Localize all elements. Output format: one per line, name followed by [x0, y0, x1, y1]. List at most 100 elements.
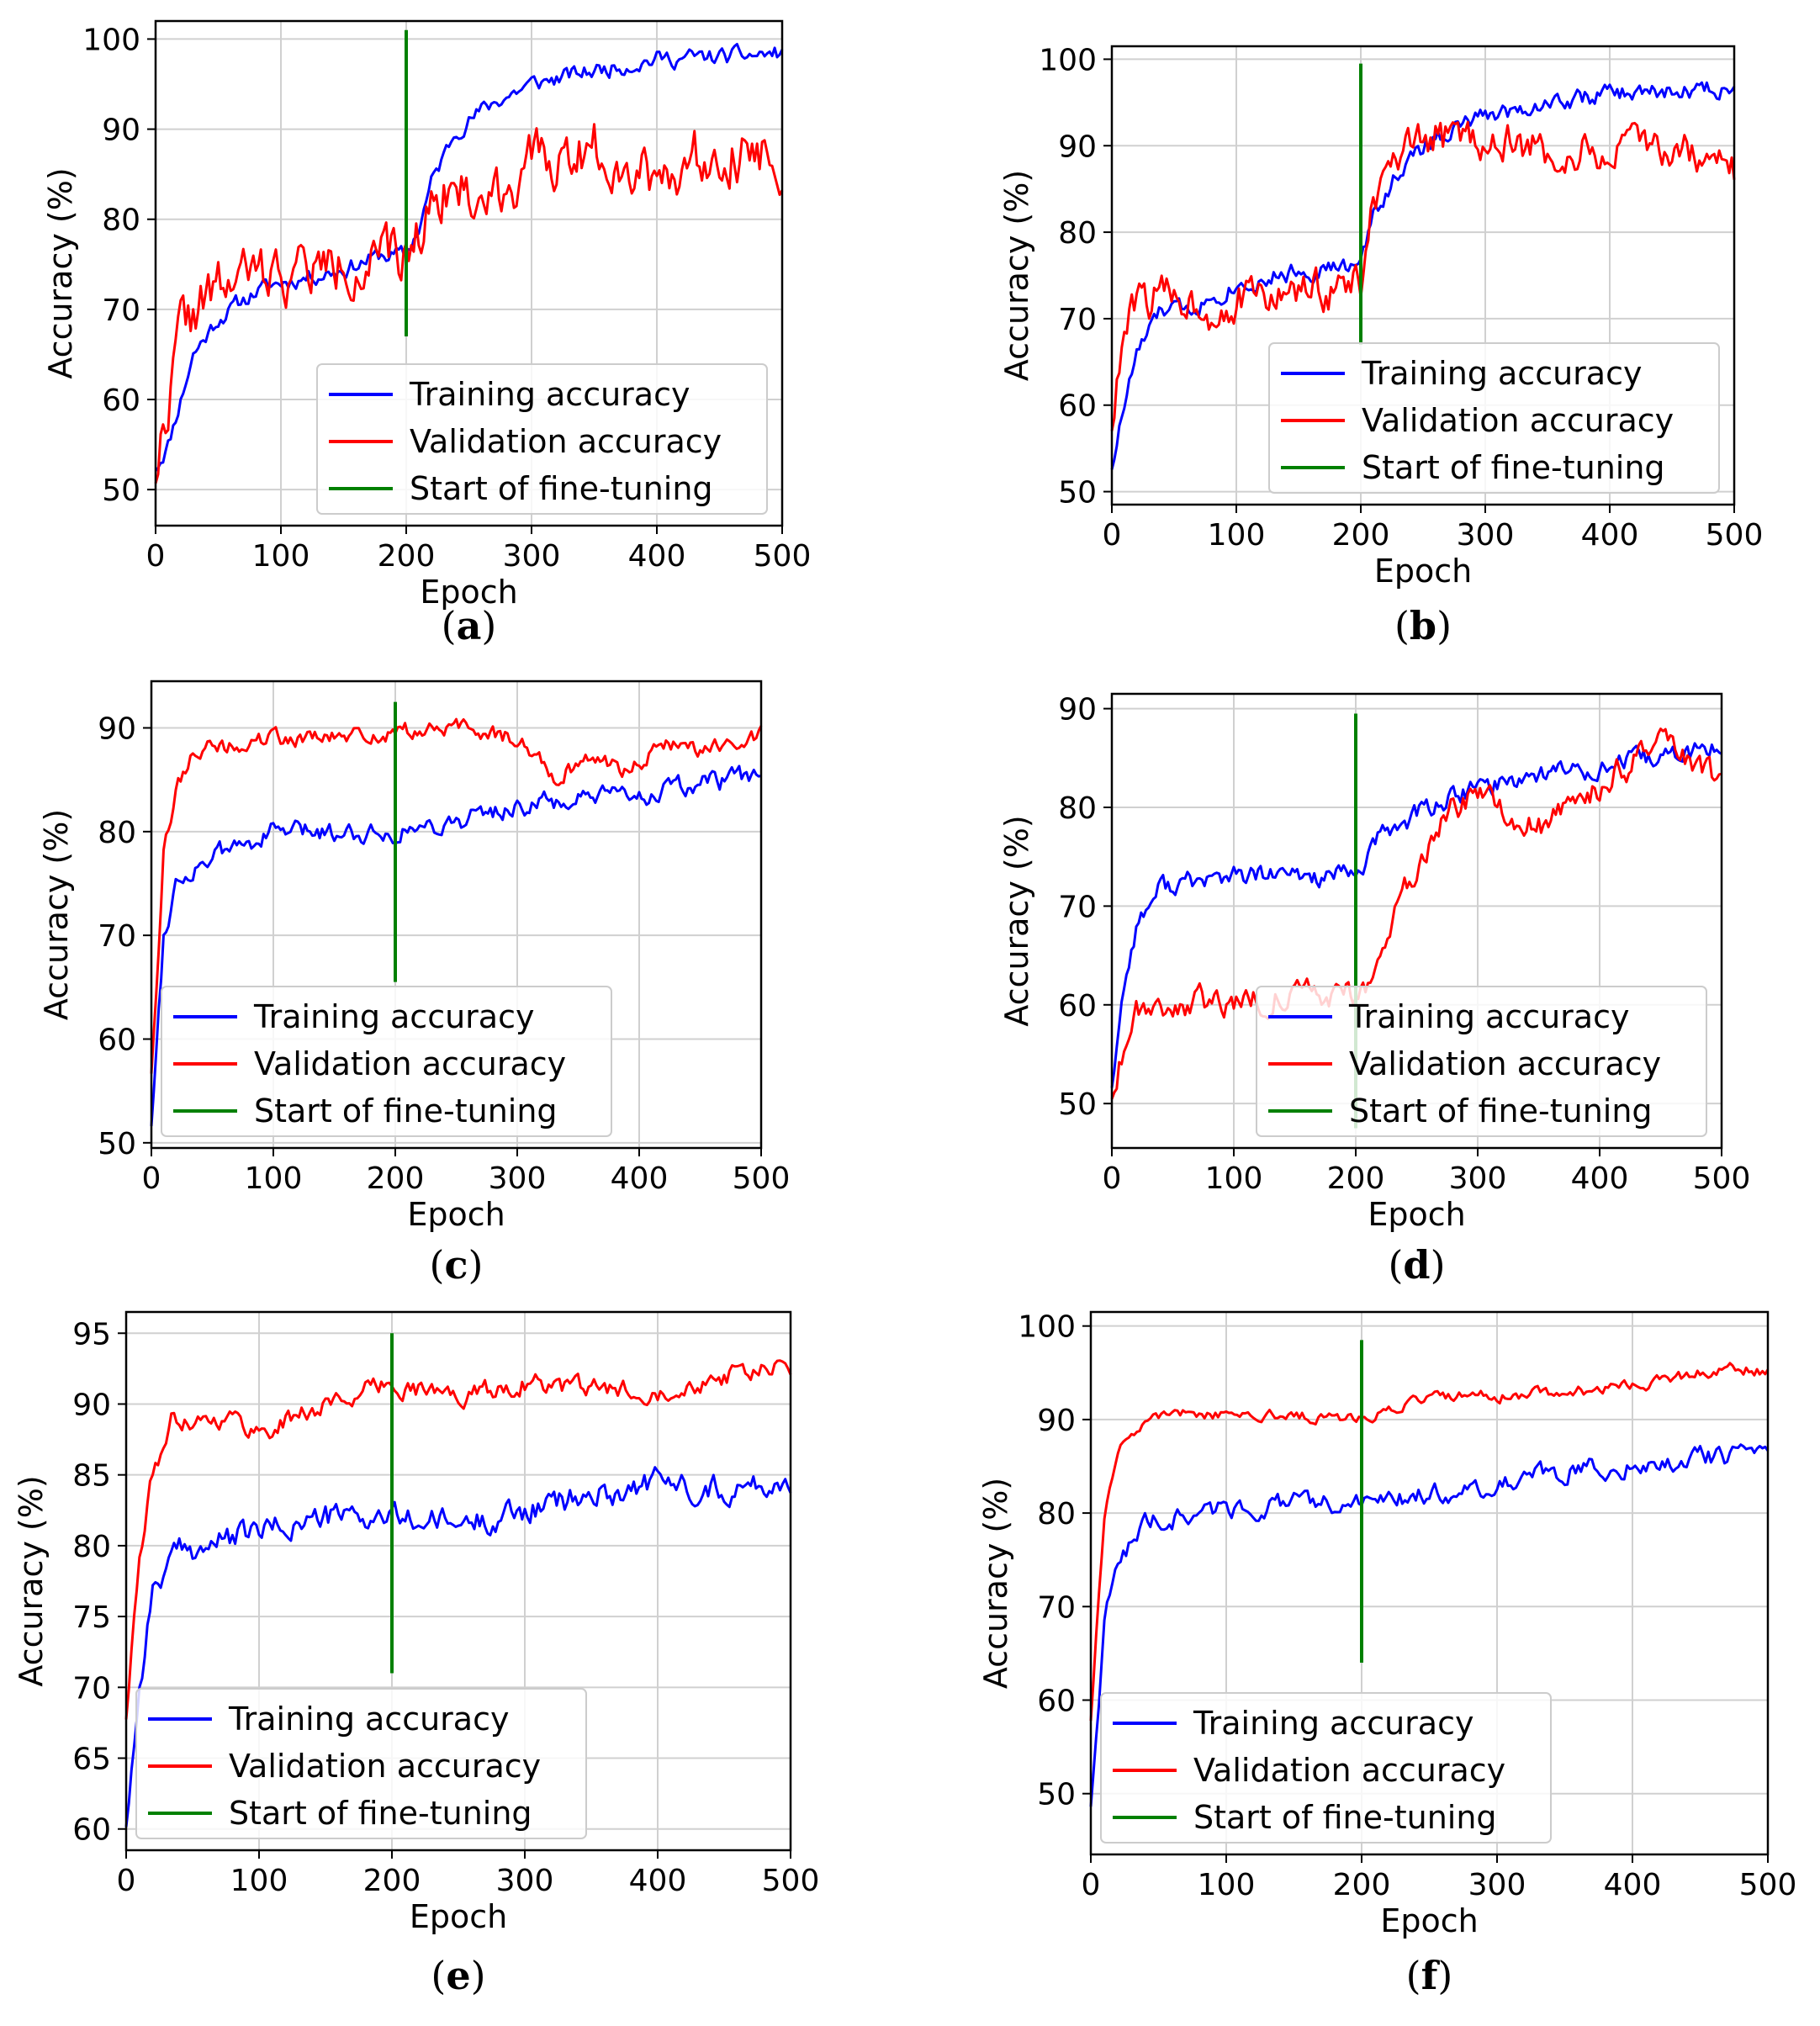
x-tick-label: 0 — [1103, 1161, 1122, 1196]
x-tick-label: 0 — [1082, 1868, 1101, 1902]
legend-validation-label: Validation accuracy — [410, 423, 722, 460]
legend-validation-label: Validation accuracy — [1193, 1752, 1505, 1789]
y-tick-label: 95 — [72, 1317, 111, 1352]
x-axis-label: Epoch — [1380, 1902, 1478, 1939]
y-tick-label: 70 — [98, 919, 136, 954]
y-axis-label: Accuracy (%) — [38, 809, 75, 1020]
training-accuracy-line — [1110, 81, 1736, 470]
y-tick-label: 50 — [98, 1127, 136, 1161]
legend-box — [316, 363, 768, 515]
x-axis-label: Epoch — [410, 1898, 507, 1935]
y-axis-label: Accuracy (%) — [13, 1475, 50, 1686]
x-tick-label: 500 — [762, 1864, 820, 1898]
x-axis-label: Epoch — [407, 1196, 505, 1233]
y-tick-label: 100 — [1039, 43, 1097, 77]
legend-box — [135, 1688, 587, 1839]
x-tick-label: 400 — [1581, 518, 1639, 553]
validation-accuracy-line — [1089, 1362, 1770, 1722]
x-tick-label: 400 — [628, 539, 686, 574]
legend-fine-tuning-label: Start of fine-tuning — [254, 1092, 558, 1129]
y-tick-label: 75 — [72, 1600, 111, 1635]
y-tick-label: 80 — [1058, 791, 1097, 826]
chart-svg-c: 0 100 200 300 400 500 50 60 70 80 90 Training accur… — [38, 680, 791, 1288]
chart-panel-b: 0 100 200 300 400 500 50 60 70 80 90 100 Training ac… — [910, 0, 1820, 664]
x-tick-label: 100 — [1208, 518, 1266, 553]
x-tick-label: 0 — [142, 1161, 161, 1196]
y-tick-label: 60 — [1058, 989, 1097, 1024]
x-tick-label: 500 — [754, 539, 812, 574]
y-tick-label: 80 — [72, 1530, 111, 1564]
validation-accuracy-line — [154, 123, 784, 484]
legend: Training accuracy Validation accuracy Star… — [161, 986, 612, 1137]
x-tick-label: 500 — [733, 1161, 791, 1196]
y-axis-label: Accuracy (%) — [977, 1478, 1014, 1689]
validation-accuracy-line — [150, 717, 763, 1074]
x-tick-label: 100 — [1198, 1868, 1256, 1902]
x-axis-label: Epoch — [420, 574, 517, 611]
chart-panel-d: 0 100 200 300 400 500 50 60 70 80 90 Training accur… — [910, 660, 1820, 1324]
x-tick-label: 300 — [489, 1161, 547, 1196]
y-tick-label: 80 — [98, 816, 136, 850]
chart-panel-c: 0 100 200 300 400 500 50 60 70 80 90 Training accur… — [0, 660, 910, 1324]
legend-training-label: Training accuracy — [1348, 998, 1629, 1035]
y-axis-label: Accuracy (%) — [998, 170, 1035, 381]
panel-caption: (a) — [442, 603, 497, 648]
panel-caption: (d) — [1388, 1242, 1445, 1288]
x-tick-label: 500 — [1739, 1868, 1797, 1902]
y-tick-label: 60 — [1058, 389, 1097, 424]
panel-caption: (c) — [430, 1242, 484, 1288]
legend: Training accuracy Validation accuracy Star… — [135, 1688, 587, 1839]
training-accuracy-line — [124, 1466, 792, 1828]
y-tick-label: 70 — [102, 294, 140, 328]
y-tick-label: 90 — [102, 114, 140, 148]
y-tick-label: 80 — [1037, 1497, 1076, 1531]
x-tick-label: 0 — [146, 539, 166, 574]
legend-fine-tuning-label: Start of fine-tuning — [1193, 1799, 1497, 1836]
y-tick-label: 85 — [72, 1459, 111, 1494]
x-tick-label: 300 — [1457, 518, 1515, 553]
chart-panel-f: 0 100 200 300 400 500 50 60 70 80 90 100 Training ac… — [910, 1299, 1820, 2026]
chart-panel-a: 0 100 200 300 400 500 50 60 70 80 90 100 Training ac… — [0, 0, 910, 664]
legend-training-label: Training accuracy — [409, 376, 690, 413]
y-tick-label: 50 — [102, 473, 140, 508]
x-tick-label: 100 — [245, 1161, 303, 1196]
x-tick-label: 500 — [1706, 518, 1764, 553]
x-tick-label: 100 — [230, 1864, 288, 1898]
panel-caption: (e) — [431, 1953, 485, 1998]
x-tick-label: 300 — [1449, 1161, 1507, 1196]
y-tick-label: 50 — [1058, 476, 1097, 510]
x-tick-label: 100 — [252, 539, 310, 574]
legend-training-label: Training accuracy — [228, 1701, 509, 1738]
y-tick-label: 50 — [1037, 1778, 1076, 1812]
x-tick-label: 100 — [1205, 1161, 1263, 1196]
x-tick-label: 300 — [503, 539, 561, 574]
x-tick-label: 200 — [1327, 1161, 1385, 1196]
legend-fine-tuning-label: Start of fine-tuning — [410, 470, 713, 507]
y-tick-label: 60 — [98, 1024, 136, 1058]
x-tick-label: 300 — [1468, 1868, 1526, 1902]
plot-frame — [150, 680, 763, 1150]
x-tick-label: 200 — [378, 539, 436, 574]
training-accuracy-line — [1110, 742, 1722, 1088]
plot-frame — [1110, 45, 1736, 506]
legend-box — [1256, 986, 1707, 1137]
legend-validation-label: Validation accuracy — [1362, 402, 1674, 439]
x-tick-label: 200 — [367, 1161, 425, 1196]
legend-box — [1268, 342, 1720, 494]
legend-box — [161, 986, 612, 1137]
y-tick-label: 90 — [98, 712, 136, 747]
plot-frame — [154, 19, 784, 527]
legend-validation-label: Validation accuracy — [229, 1748, 541, 1785]
y-tick-label: 70 — [1037, 1590, 1076, 1625]
chart-svg-f: 0 100 200 300 400 500 50 60 70 80 90 100 Training ac… — [977, 1310, 1797, 1998]
x-tick-label: 300 — [496, 1864, 554, 1898]
validation-accuracy-line — [1110, 727, 1722, 1100]
panel-caption: (f) — [1406, 1953, 1453, 1998]
y-tick-label: 50 — [1058, 1087, 1097, 1122]
y-tick-label: 90 — [1058, 130, 1097, 164]
legend: Training accuracy Validation accuracy Star… — [1268, 342, 1720, 494]
y-tick-label: 90 — [1058, 693, 1097, 727]
legend-validation-label: Validation accuracy — [1349, 1045, 1661, 1082]
y-tick-label: 80 — [1058, 216, 1097, 251]
